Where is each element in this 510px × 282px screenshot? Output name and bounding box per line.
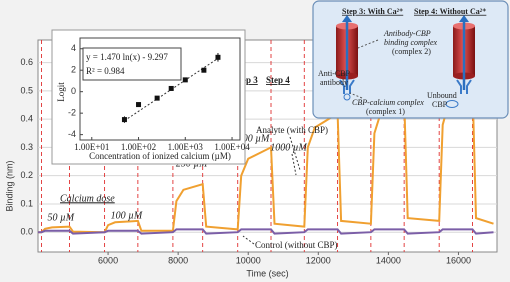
- y-axis-label: Logit: [56, 82, 66, 102]
- y-tick-label: 0.3: [20, 142, 33, 152]
- unbound-label: Unbound: [427, 91, 457, 100]
- antibody: [339, 79, 355, 94]
- y-tick-label: 4: [71, 43, 76, 53]
- y-tick-label: 0.0: [20, 227, 33, 237]
- x-axis-label: Concentration of ionized calcium (µM): [89, 151, 231, 161]
- point: [154, 95, 160, 101]
- pointer: [357, 39, 379, 49]
- y-tick-label: 0.6: [20, 57, 33, 67]
- dose-title: Calcium dose: [60, 193, 115, 204]
- series-line: [38, 228, 494, 235]
- equation: y = 1.470 ln(x) - 9.297: [86, 52, 168, 62]
- series-label: Analyte (with CBP): [256, 125, 328, 135]
- pointer: [289, 136, 301, 171]
- x-tick-label: 1.00E+01: [74, 142, 109, 152]
- complex2-label: binding complex: [384, 38, 438, 47]
- arrow-head: [342, 15, 352, 22]
- step4-title: Step 4: Without Ca²⁺: [414, 7, 486, 16]
- x-axis-label: Time (sec): [246, 268, 288, 278]
- point: [168, 85, 174, 91]
- pointer: [291, 153, 297, 176]
- x-tick-label: 1.00E+04: [214, 142, 250, 152]
- point: [201, 67, 207, 73]
- y-axis-label: Binding (nm): [4, 160, 14, 211]
- antibody-label: antibody: [320, 78, 348, 87]
- y-tick-label: -2: [68, 108, 76, 118]
- inset-chart: -4 -2 0 2 4 1.00E+01 1.00E+02 1.00E+03 1.00E+04C…: [51, 29, 250, 165]
- dose-label: 1000 µM: [270, 142, 307, 153]
- sensor-step3: [336, 15, 358, 101]
- unbound-label: CBP: [432, 100, 448, 109]
- complex2-label: (complex 2): [392, 47, 431, 56]
- dose-label: 500 µM: [238, 133, 270, 144]
- x-tick-label: 6000: [98, 255, 118, 265]
- x-tick-label: 12000: [306, 255, 331, 265]
- antibody: [456, 79, 472, 94]
- y-tick-label: 0.2: [20, 170, 33, 180]
- dose-label: 100 µM: [111, 210, 143, 221]
- step-mark: Step 3: [234, 75, 258, 85]
- equation-box: [82, 47, 182, 81]
- y-tick-label: 0.1: [20, 198, 33, 208]
- antibody-label: Anti-CBP: [318, 69, 351, 78]
- y-tick-label: -4: [68, 129, 76, 139]
- dose-label: 50 µM: [48, 212, 75, 223]
- y-tick-label: 0: [71, 86, 76, 96]
- x-tick-label: 10000: [236, 255, 261, 265]
- complex1-label: (complex 1): [366, 107, 405, 116]
- y-tick-label: 2: [71, 65, 76, 75]
- unbound-cbp: [445, 100, 459, 108]
- y-tick-label: 0.5: [20, 85, 33, 95]
- x-tick-label: 14000: [376, 255, 401, 265]
- diagram: Step 3: With Ca²⁺ Step 4: Without Ca²⁺ A…: [312, 0, 509, 119]
- point: [136, 102, 142, 108]
- complex2-label: Antibody-CBP: [383, 29, 431, 38]
- x-tick-label: 16000: [446, 255, 471, 265]
- y-tick-label: 0.4: [20, 114, 33, 124]
- point: [182, 77, 188, 83]
- x-tick-label: 1.00E+03: [168, 142, 204, 152]
- r-squared: R² = 0.984: [86, 66, 125, 76]
- point: [215, 54, 221, 60]
- step3-title: Step 3: With Ca²⁺: [342, 7, 403, 16]
- arrow-head: [459, 15, 469, 22]
- step-mark: Step 4: [266, 75, 290, 85]
- point: [121, 117, 127, 123]
- series-label: Control (without CBP): [255, 240, 338, 250]
- complex1-label: CBP-calcium complex: [352, 98, 424, 107]
- x-tick-label: 8000: [168, 255, 188, 265]
- cbp: [343, 93, 351, 101]
- sensor-step4: [445, 15, 475, 108]
- x-tick-label: 1.00E+02: [121, 142, 156, 152]
